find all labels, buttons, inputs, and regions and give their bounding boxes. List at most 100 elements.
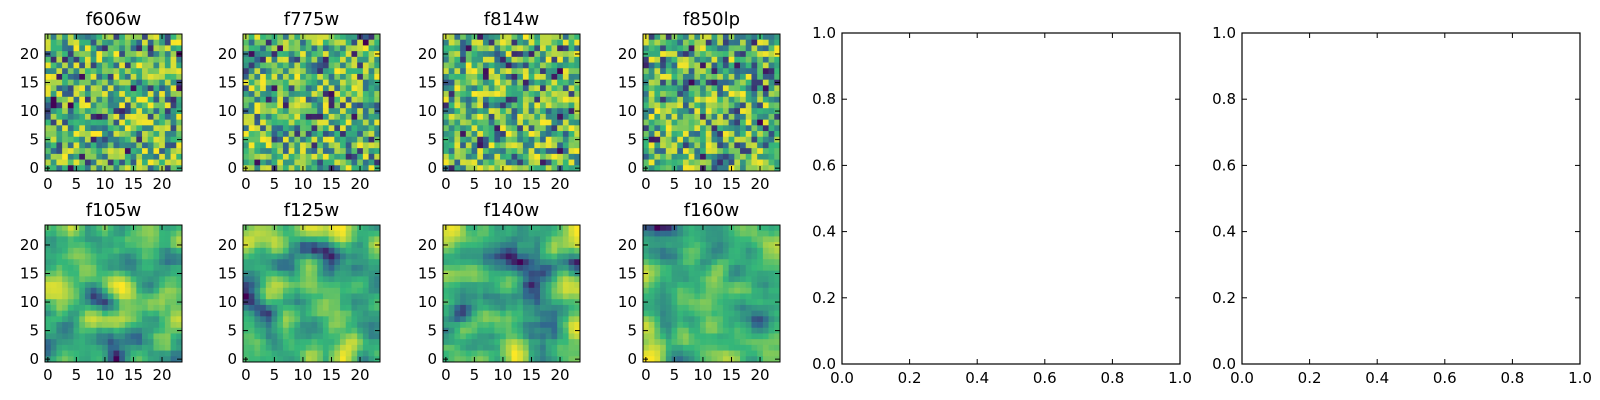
heatmap-cell bbox=[557, 316, 564, 323]
heatmap-cell bbox=[130, 350, 137, 357]
heatmap-cell bbox=[277, 344, 284, 351]
heatmap-cell bbox=[562, 242, 569, 249]
heatmap-cell bbox=[660, 165, 667, 172]
heatmap-cell bbox=[305, 276, 312, 283]
heatmap-cell bbox=[500, 142, 507, 149]
heatmap-cell bbox=[477, 85, 484, 92]
heatmap-cell bbox=[494, 236, 501, 243]
heatmap-cell bbox=[113, 276, 120, 283]
heatmap-cell bbox=[545, 73, 552, 81]
heatmap-cell bbox=[334, 270, 341, 277]
heatmap-cell bbox=[717, 68, 724, 75]
heatmap-cell bbox=[505, 39, 512, 46]
heatmap-cell bbox=[328, 125, 335, 132]
y-tick-label: 0.6 bbox=[1212, 156, 1236, 174]
heatmap-cell bbox=[107, 304, 114, 311]
heatmap-cell bbox=[511, 91, 518, 98]
heatmap-cell bbox=[159, 304, 166, 311]
heatmap-cell bbox=[345, 108, 352, 115]
heatmap-cell bbox=[328, 91, 335, 98]
heatmap-cell bbox=[774, 225, 781, 232]
heatmap-cell bbox=[500, 242, 507, 249]
heatmap-cell bbox=[534, 282, 541, 289]
heatmap-cell bbox=[522, 350, 529, 357]
heatmap-cell bbox=[540, 153, 547, 160]
heatmap-cell bbox=[762, 276, 769, 283]
heatmap-cell bbox=[73, 79, 80, 86]
heatmap-cell bbox=[362, 79, 369, 86]
heatmap-cell bbox=[84, 264, 92, 272]
heatmap-cell bbox=[62, 153, 69, 160]
heatmap-cell bbox=[751, 91, 758, 98]
x-tick-label: 20 bbox=[152, 175, 171, 193]
heatmap-cell bbox=[682, 142, 690, 149]
heatmap-cell bbox=[660, 79, 667, 86]
heatmap-cell bbox=[340, 51, 347, 58]
heatmap-cell bbox=[568, 73, 575, 81]
heatmap-cell bbox=[671, 56, 678, 63]
heatmap-cell bbox=[260, 68, 267, 75]
heatmap-cell bbox=[142, 85, 149, 92]
heatmap-cell bbox=[351, 102, 358, 109]
heatmap-cell bbox=[142, 113, 149, 120]
heatmap-cell bbox=[768, 165, 775, 172]
heatmap-cell bbox=[551, 56, 558, 63]
heatmap-cell bbox=[551, 165, 558, 172]
heatmap-cell bbox=[357, 153, 364, 160]
heatmap-cell bbox=[477, 310, 484, 317]
heatmap-cell bbox=[136, 51, 143, 58]
heatmap-cell bbox=[494, 68, 501, 75]
heatmap-cell bbox=[254, 34, 261, 41]
heatmap-cell bbox=[277, 131, 284, 138]
heatmap-cell bbox=[73, 113, 80, 120]
y-tick-label: 0 bbox=[29, 159, 39, 177]
heatmap-cell bbox=[322, 125, 329, 132]
heatmap-cell bbox=[260, 356, 267, 363]
heatmap-cell bbox=[159, 79, 166, 86]
heatmap-cell bbox=[522, 344, 529, 351]
heatmap-cell bbox=[522, 113, 529, 120]
heatmap-cell bbox=[340, 356, 347, 363]
heatmap-cell bbox=[153, 253, 160, 260]
heatmap-cell bbox=[248, 153, 255, 160]
heatmap-cell bbox=[705, 242, 712, 249]
heatmap-cell bbox=[170, 45, 177, 52]
heatmap-cell bbox=[73, 253, 80, 260]
heatmap-cell bbox=[170, 119, 177, 126]
heatmap-cell bbox=[511, 287, 518, 294]
heatmap-cell bbox=[50, 339, 57, 346]
heatmap-cell bbox=[164, 230, 171, 237]
heatmap-cell bbox=[740, 253, 747, 260]
heatmap-cell bbox=[79, 73, 86, 81]
heatmap-cell bbox=[305, 253, 312, 260]
heatmap-cell bbox=[477, 247, 484, 254]
heatmap-cell bbox=[62, 247, 69, 254]
heatmap-cell bbox=[311, 270, 318, 277]
heatmap-cell bbox=[254, 119, 261, 126]
heatmap-cell bbox=[568, 142, 575, 149]
heatmap-cell bbox=[351, 153, 358, 160]
heatmap-cell bbox=[113, 322, 120, 329]
heatmap-cell bbox=[248, 39, 255, 46]
heatmap-cell bbox=[654, 287, 661, 294]
heatmap-cell bbox=[682, 310, 690, 317]
heatmap-cell bbox=[722, 327, 729, 334]
heatmap-cell bbox=[734, 282, 741, 289]
heatmap-cell bbox=[443, 96, 450, 103]
heatmap-cell bbox=[271, 85, 278, 92]
heatmap-cell bbox=[357, 344, 364, 351]
heatmap-cell bbox=[488, 136, 495, 143]
heatmap-cell bbox=[757, 51, 764, 58]
heatmap-cell bbox=[682, 344, 690, 351]
heatmap-cell bbox=[288, 102, 295, 109]
heatmap-cell bbox=[465, 253, 472, 260]
heatmap-cell bbox=[294, 102, 301, 109]
heatmap-cell bbox=[328, 270, 335, 277]
heatmap-cell bbox=[340, 34, 347, 41]
heatmap-cell bbox=[334, 230, 341, 237]
heatmap-cell bbox=[265, 96, 272, 103]
heatmap-cell bbox=[67, 85, 74, 92]
heatmap-cell bbox=[694, 159, 701, 166]
heatmap-cell bbox=[136, 131, 143, 138]
